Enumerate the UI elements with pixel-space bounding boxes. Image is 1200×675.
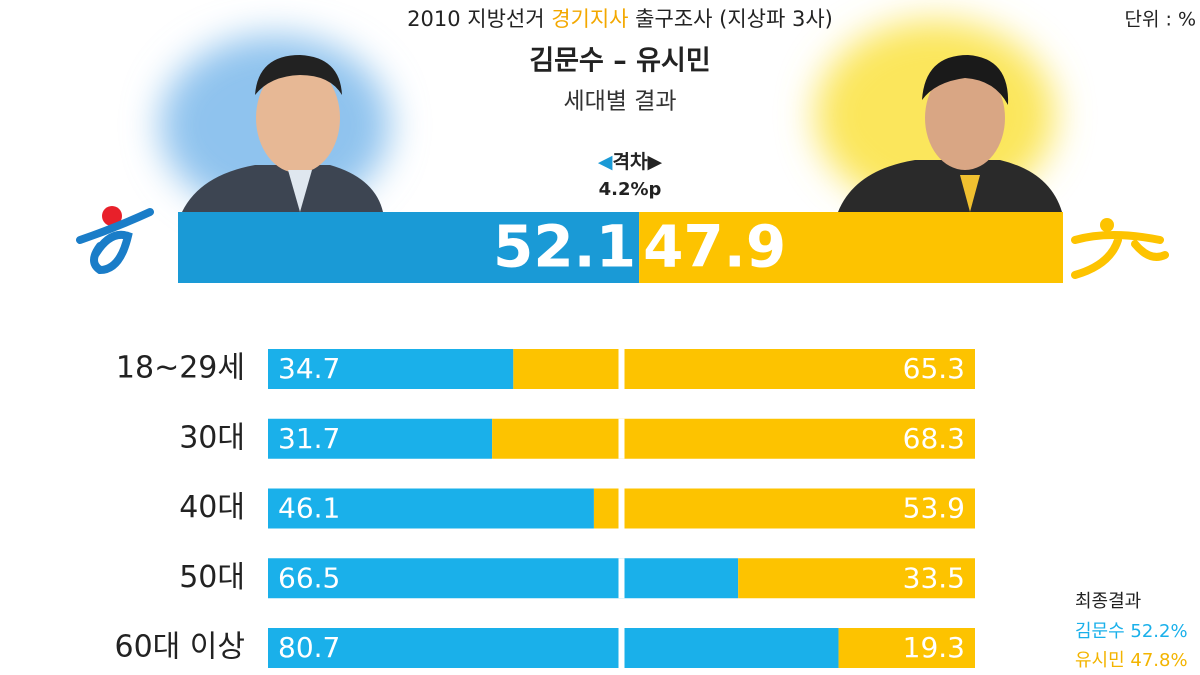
bar-segment bbox=[738, 558, 975, 599]
final-entry: 김문수 52.2% bbox=[1075, 621, 1188, 642]
bar-segment bbox=[492, 418, 975, 459]
category-label: 18~29세 bbox=[116, 351, 245, 386]
headline: 김문수 – 유시민 bbox=[529, 46, 710, 77]
divider bbox=[618, 628, 625, 668]
divider bbox=[618, 349, 625, 389]
gap-text: 격차 bbox=[613, 151, 648, 173]
category-label: 30대 bbox=[179, 420, 245, 455]
category-label: 40대 bbox=[179, 490, 245, 525]
value-label: 31.7 bbox=[278, 422, 340, 455]
bar-segment bbox=[268, 558, 739, 599]
divider bbox=[618, 488, 625, 529]
bar-segment bbox=[268, 349, 514, 389]
value-label: 68.3 bbox=[903, 422, 965, 455]
gap-value: 4.2%p bbox=[599, 179, 662, 200]
value-label: 34.7 bbox=[278, 352, 340, 385]
value-label: 66.5 bbox=[278, 561, 340, 594]
value-label: 65.3 bbox=[903, 352, 965, 385]
value-label: 53.9 bbox=[903, 492, 965, 525]
overall-value: 47.9 bbox=[643, 213, 786, 281]
overall-value: 52.1 bbox=[493, 213, 636, 281]
bar-segment bbox=[593, 488, 975, 529]
title-part: 경기지사 bbox=[551, 7, 628, 31]
title-part: 2010 지방선거 bbox=[407, 7, 551, 31]
bar-segment bbox=[268, 418, 493, 459]
category-label: 50대 bbox=[179, 560, 245, 595]
bar-segment bbox=[513, 349, 975, 389]
right-portrait bbox=[815, 20, 1062, 212]
final-label: 최종결과 bbox=[1075, 591, 1141, 612]
right-logo bbox=[1071, 218, 1169, 279]
category-label: 60대 이상 bbox=[114, 630, 245, 665]
title: 2010 지방선거 경기지사 출구조사 (지상파 3사) bbox=[407, 7, 833, 31]
bar-segment bbox=[838, 628, 975, 668]
bar-segment bbox=[268, 488, 594, 529]
value-label: 19.3 bbox=[903, 631, 965, 664]
value-label: 33.5 bbox=[903, 561, 965, 594]
divider bbox=[618, 558, 625, 599]
title-part: 출구조사 (지상파 3사) bbox=[629, 7, 833, 31]
divider bbox=[618, 418, 625, 459]
overall-bar bbox=[178, 212, 640, 283]
left-portrait bbox=[160, 35, 390, 215]
subtitle: 세대별 결과 bbox=[563, 89, 676, 115]
left-logo bbox=[76, 206, 154, 275]
unit: 단위 : % bbox=[1125, 9, 1197, 31]
value-label: 80.7 bbox=[278, 631, 340, 664]
overall-bar bbox=[639, 212, 1063, 283]
gap-label: ◀격차▶ bbox=[598, 151, 663, 173]
final-entry: 유시민 47.8% bbox=[1075, 650, 1188, 671]
bar-segment bbox=[268, 628, 839, 668]
value-label: 46.1 bbox=[278, 492, 340, 525]
